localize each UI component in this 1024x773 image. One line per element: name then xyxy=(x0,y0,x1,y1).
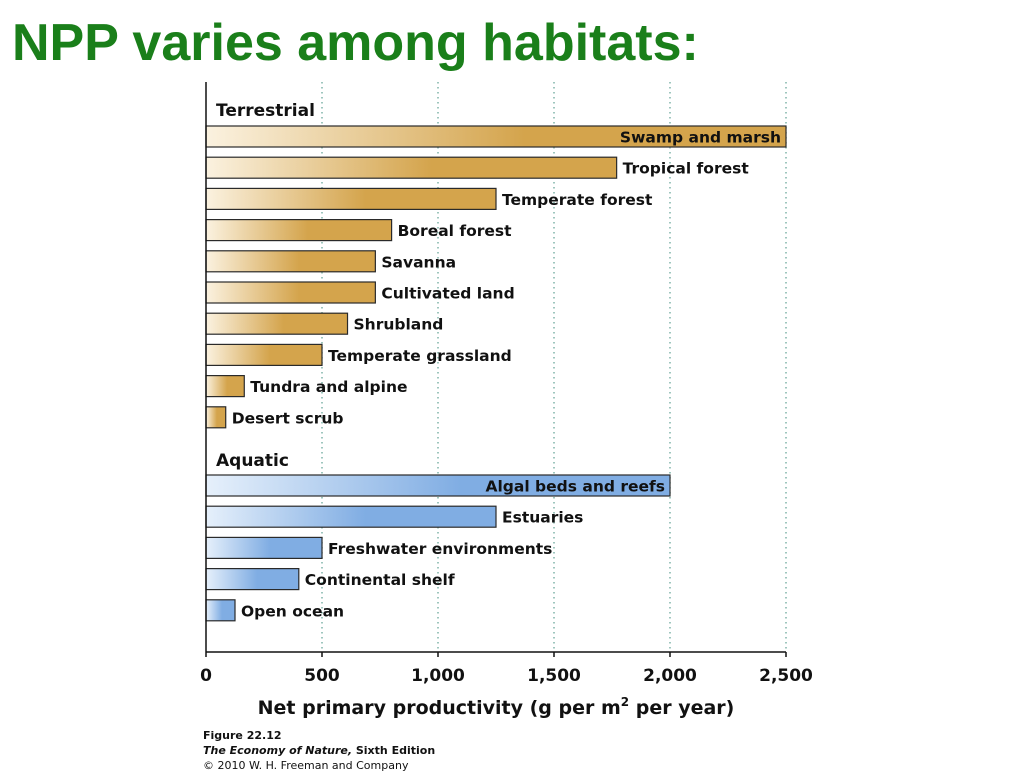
bar-label-desert-scrub: Desert scrub xyxy=(232,409,344,427)
bar-label-boreal-forest: Boreal forest xyxy=(398,222,513,240)
bar-desert-scrub xyxy=(205,406,227,429)
x-axis-title-superscript: 2 xyxy=(621,695,629,709)
bar-label-estuaries: Estuaries xyxy=(502,509,583,527)
bar-label-savanna: Savanna xyxy=(381,253,456,271)
x-axis-title-tail: per year) xyxy=(629,697,734,719)
group-label-terrestrial: Terrestrial xyxy=(216,101,315,121)
bar-label-cultivated-land: Cultivated land xyxy=(381,285,514,303)
bar-label-continental-shelf: Continental shelf xyxy=(305,571,455,589)
book-line: The Economy of Nature, Sixth Edition xyxy=(203,743,435,758)
bar-label-tundra-and-alpine: Tundra and alpine xyxy=(250,378,407,396)
bar-label-temperate-grassland: Temperate grassland xyxy=(328,347,512,365)
x-axis-title: Net primary productivity (g per m2 per y… xyxy=(258,695,735,719)
x-tick-label: 2,000 xyxy=(643,666,697,686)
bar-label-freshwater-environments: Freshwater environments xyxy=(328,540,552,558)
x-axis: 0 500 1,000 1,500 2,000 2,500 xyxy=(200,82,813,686)
bar-tundra-and-alpine xyxy=(205,375,245,398)
x-tick-label: 1,500 xyxy=(527,666,581,686)
bar-label-tropical-forest: Tropical forest xyxy=(623,160,750,178)
bar-shrubland xyxy=(205,312,349,335)
bar-cultivated-land xyxy=(205,281,376,304)
x-tick-label: 2,500 xyxy=(759,666,813,686)
bar-boreal-forest xyxy=(205,219,393,242)
group-label-aquatic: Aquatic xyxy=(216,451,289,471)
x-axis-title-main: Net primary productivity (g per m xyxy=(258,697,621,719)
bar-label-temperate-forest: Temperate forest xyxy=(502,191,653,209)
x-tick-label: 500 xyxy=(304,666,340,686)
bar-freshwater-environments xyxy=(205,536,323,560)
x-tick-label: 0 xyxy=(200,666,212,686)
bar-tropical-forest xyxy=(205,156,618,179)
x-tick-label: 1,000 xyxy=(411,666,465,686)
bar-label-open-ocean: Open ocean xyxy=(241,602,344,620)
bar-label-swamp-and-marsh: Swamp and marsh xyxy=(620,129,781,147)
slide-title: NPP varies among habitats: xyxy=(12,14,699,72)
book-title: The Economy of Nature, xyxy=(203,744,353,757)
bar-label-algal-beds-and-reefs: Algal beds and reefs xyxy=(485,478,665,496)
bar-temperate-grassland xyxy=(205,343,323,366)
bar-continental-shelf xyxy=(205,567,300,591)
figure-caption: Figure 22.12 The Economy of Nature, Sixt… xyxy=(203,728,435,773)
book-edition: Sixth Edition xyxy=(352,744,436,757)
figure-number: Figure 22.12 xyxy=(203,729,282,742)
bars: Terrestrial Swamp and marsh Tropical fores… xyxy=(205,101,787,622)
bar-savanna xyxy=(205,250,376,273)
bar-label-shrubland: Shrubland xyxy=(354,316,444,334)
bar-estuaries xyxy=(205,505,497,528)
copyright-line: © 2010 W. H. Freeman and Company xyxy=(203,759,409,772)
bar-open-ocean xyxy=(205,599,236,622)
bar-temperate-forest xyxy=(205,187,497,210)
